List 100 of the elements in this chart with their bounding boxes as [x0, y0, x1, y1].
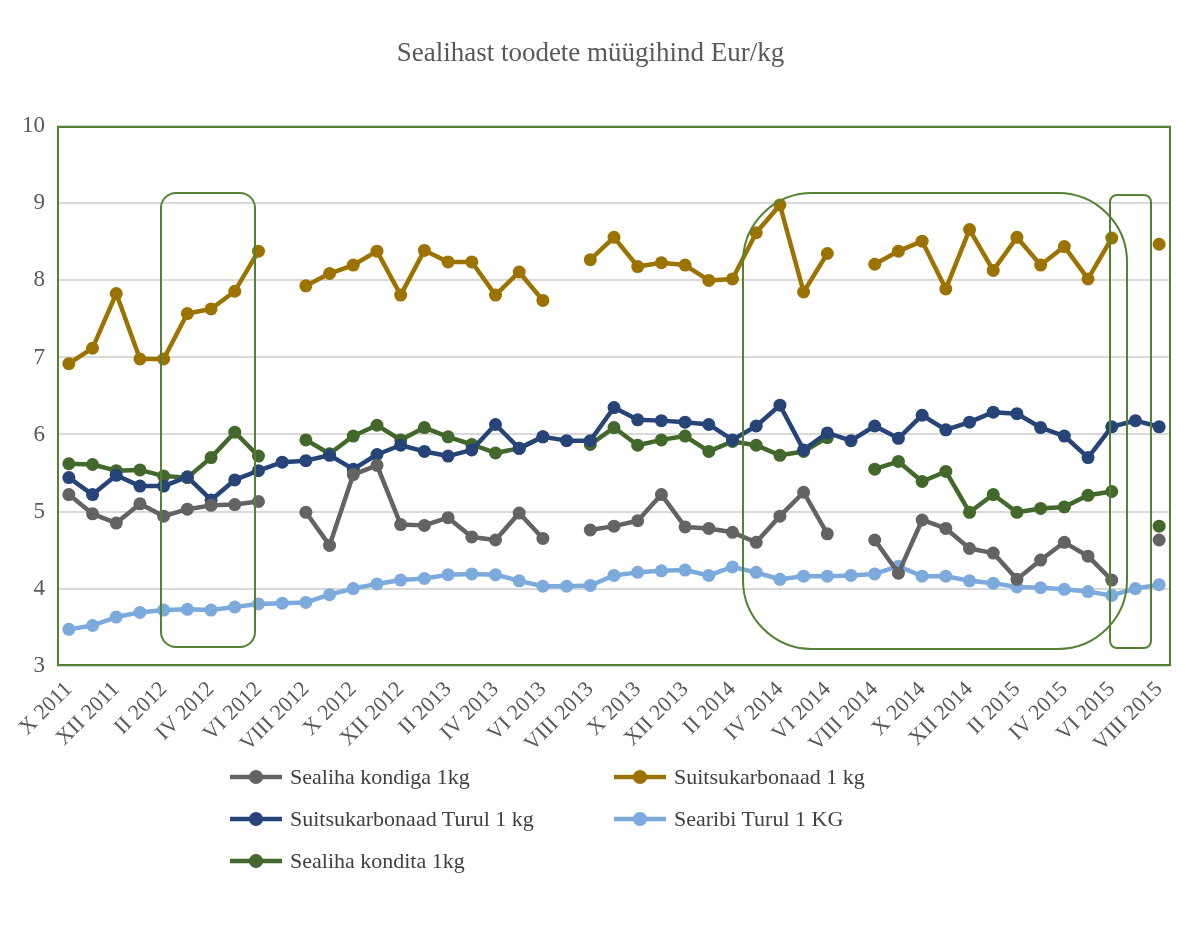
- point: [370, 244, 384, 258]
- point: [702, 444, 716, 458]
- point: [86, 488, 100, 502]
- point: [797, 569, 811, 583]
- y-tick-label: 6: [33, 420, 45, 446]
- point: [844, 434, 858, 448]
- point: [1081, 488, 1095, 502]
- point: [1034, 581, 1048, 595]
- point: [1152, 237, 1166, 251]
- point: [868, 419, 882, 433]
- point: [133, 497, 147, 511]
- point: [560, 579, 574, 593]
- point: [820, 246, 834, 260]
- point: [1034, 501, 1048, 515]
- point: [299, 505, 313, 519]
- point: [986, 576, 1000, 590]
- point: [512, 574, 526, 588]
- point: [726, 525, 740, 539]
- point: [536, 293, 550, 307]
- point: [512, 265, 526, 279]
- point: [1152, 533, 1166, 547]
- point: [631, 413, 645, 427]
- point: [797, 485, 811, 499]
- point: [773, 398, 787, 412]
- point: [86, 619, 100, 632]
- point: [891, 431, 905, 445]
- point: [986, 405, 1000, 419]
- y-tick-label: 3: [33, 651, 45, 677]
- point: [488, 446, 502, 460]
- point: [1081, 451, 1095, 465]
- point: [1152, 519, 1166, 533]
- point: [678, 258, 692, 272]
- point: [654, 564, 668, 578]
- point: [62, 488, 76, 502]
- point: [488, 417, 502, 431]
- point: [560, 434, 574, 448]
- point: [394, 438, 408, 452]
- point: [607, 519, 621, 533]
- point: [1034, 553, 1048, 567]
- point: [1034, 258, 1048, 272]
- point: [441, 568, 455, 582]
- point: [583, 578, 597, 592]
- point: [109, 468, 123, 482]
- point: [654, 433, 668, 447]
- point: [62, 357, 76, 371]
- point: [868, 257, 882, 271]
- point: [204, 603, 218, 617]
- point: [465, 567, 479, 581]
- point: [228, 473, 242, 487]
- point: [749, 419, 763, 433]
- point: [986, 488, 1000, 502]
- point: [702, 273, 716, 287]
- point: [654, 256, 668, 270]
- point: [441, 449, 455, 463]
- point: [441, 255, 455, 269]
- point: [702, 417, 716, 431]
- point: [678, 429, 692, 443]
- point: [1057, 582, 1071, 596]
- point: [417, 518, 431, 532]
- point: [1081, 272, 1095, 286]
- point: [299, 433, 313, 447]
- point: [441, 511, 455, 525]
- point: [844, 568, 858, 582]
- legend-label: Suitsukarbonaad 1 kg: [674, 764, 865, 790]
- point: [133, 352, 147, 366]
- point: [631, 565, 645, 579]
- point: [488, 533, 502, 547]
- point: [346, 429, 360, 443]
- point: [631, 260, 645, 274]
- point: [370, 458, 384, 472]
- point: [583, 253, 597, 267]
- point: [228, 600, 242, 614]
- point: [536, 531, 550, 545]
- point: [915, 474, 929, 488]
- point: [417, 421, 431, 435]
- point: [939, 282, 953, 296]
- point: [939, 464, 953, 478]
- point: [820, 569, 834, 583]
- point: [488, 568, 502, 582]
- point: [299, 279, 313, 293]
- point: [228, 498, 242, 512]
- point: [109, 610, 123, 624]
- point: [370, 577, 384, 591]
- point: [1034, 421, 1048, 435]
- point: [299, 454, 313, 468]
- point: [441, 430, 455, 444]
- point: [986, 546, 1000, 560]
- point: [631, 514, 645, 528]
- point: [323, 538, 337, 552]
- point: [204, 498, 218, 512]
- point: [1010, 572, 1024, 586]
- point: [1128, 414, 1142, 428]
- point: [86, 458, 100, 472]
- point: [678, 520, 692, 534]
- point: [891, 566, 905, 580]
- point: [465, 530, 479, 544]
- point: [963, 505, 977, 519]
- point: [109, 287, 123, 301]
- y-tick-label: 10: [22, 112, 45, 138]
- point: [465, 255, 479, 269]
